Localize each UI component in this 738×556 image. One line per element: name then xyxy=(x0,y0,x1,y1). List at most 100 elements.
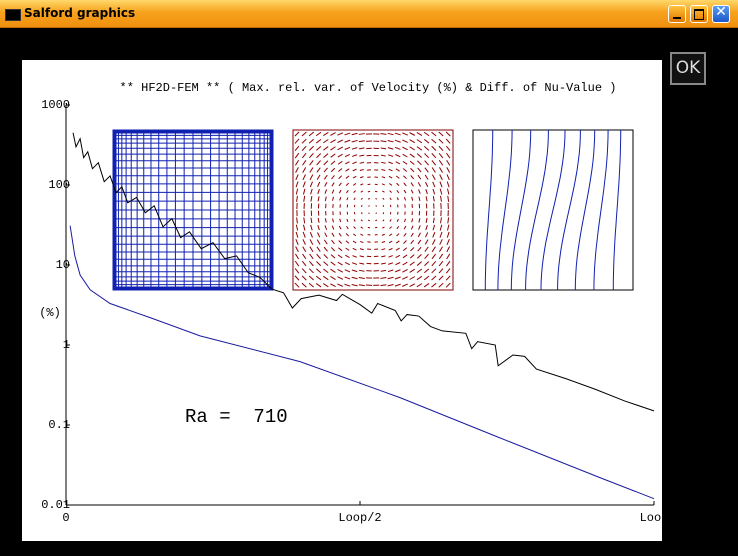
vector xyxy=(359,161,365,164)
vector xyxy=(402,160,408,165)
vector xyxy=(375,198,378,200)
vector xyxy=(416,153,423,158)
vector xyxy=(382,219,385,222)
vector xyxy=(375,205,378,207)
vector xyxy=(302,160,307,166)
vector xyxy=(382,190,385,193)
vector xyxy=(330,167,336,173)
vector xyxy=(358,284,365,287)
vector xyxy=(323,146,329,151)
vector xyxy=(294,131,300,137)
vector xyxy=(425,181,429,187)
vector xyxy=(389,219,392,222)
vector xyxy=(403,225,407,230)
vector xyxy=(410,232,414,237)
vector xyxy=(402,276,408,280)
vector xyxy=(302,224,306,231)
vector xyxy=(381,233,385,236)
vector xyxy=(388,168,393,172)
y-tick-label: 0.1 xyxy=(48,418,70,432)
vector xyxy=(409,146,415,151)
vector xyxy=(447,195,450,202)
vector xyxy=(301,138,307,144)
vector xyxy=(309,160,314,166)
vector xyxy=(316,174,321,180)
vector xyxy=(296,217,298,224)
vector xyxy=(395,168,400,172)
streamline xyxy=(574,129,596,291)
vector xyxy=(330,139,336,144)
vector xyxy=(418,196,421,202)
vector xyxy=(303,195,306,202)
vector xyxy=(410,239,415,245)
vector xyxy=(431,282,437,288)
vector xyxy=(439,239,443,245)
vector xyxy=(402,132,408,136)
vector xyxy=(359,262,365,265)
vector xyxy=(351,147,358,150)
vector xyxy=(387,147,394,150)
vector xyxy=(431,160,437,166)
vector xyxy=(360,219,363,222)
stream-inset xyxy=(472,129,634,291)
vector xyxy=(294,138,300,144)
vector xyxy=(309,167,314,173)
vector xyxy=(380,133,387,135)
vector xyxy=(301,268,307,274)
vector xyxy=(431,261,437,267)
vector xyxy=(359,248,364,251)
window-icon xyxy=(5,9,21,21)
vector xyxy=(360,233,364,236)
vector xyxy=(424,261,430,267)
vector xyxy=(410,225,414,230)
vector xyxy=(403,218,407,223)
vector xyxy=(331,189,335,194)
vector xyxy=(417,182,421,187)
vector-inset xyxy=(292,129,454,291)
vector xyxy=(387,132,394,136)
vector xyxy=(380,284,387,287)
vector xyxy=(331,175,335,180)
vector xyxy=(316,246,321,252)
vector xyxy=(352,161,357,165)
vector xyxy=(359,147,365,150)
vector xyxy=(324,196,327,202)
x-tick-label: 0 xyxy=(62,511,69,525)
vector xyxy=(302,239,306,245)
vector xyxy=(302,188,306,195)
vector xyxy=(438,138,444,144)
vector xyxy=(309,261,314,267)
vector xyxy=(431,145,437,151)
vector xyxy=(403,240,407,244)
ok-button[interactable]: OK xyxy=(670,52,706,85)
vector xyxy=(302,246,307,253)
vector xyxy=(337,139,344,143)
vector xyxy=(432,188,436,195)
vector xyxy=(388,255,393,258)
vector xyxy=(315,131,322,137)
vector xyxy=(295,253,299,260)
maximize-button[interactable] xyxy=(690,5,708,23)
vector xyxy=(418,218,421,223)
vector xyxy=(432,196,435,202)
vector xyxy=(424,268,430,274)
vector xyxy=(339,218,342,223)
vector xyxy=(367,226,371,229)
close-button[interactable]: ✕ xyxy=(712,4,730,23)
vector xyxy=(382,226,385,229)
vector xyxy=(358,133,365,135)
minimize-button[interactable] xyxy=(668,5,686,23)
vector xyxy=(417,246,422,252)
vector xyxy=(396,182,400,186)
vector xyxy=(417,232,421,238)
vector xyxy=(446,253,451,260)
vector xyxy=(387,139,394,143)
vector xyxy=(360,190,364,193)
vector xyxy=(382,212,385,215)
vector xyxy=(310,217,313,224)
vector xyxy=(338,189,342,194)
vector xyxy=(316,167,321,173)
vector xyxy=(395,254,401,258)
y-tick-label: 10 xyxy=(56,258,70,272)
y-tick-label: 100 xyxy=(48,178,70,192)
